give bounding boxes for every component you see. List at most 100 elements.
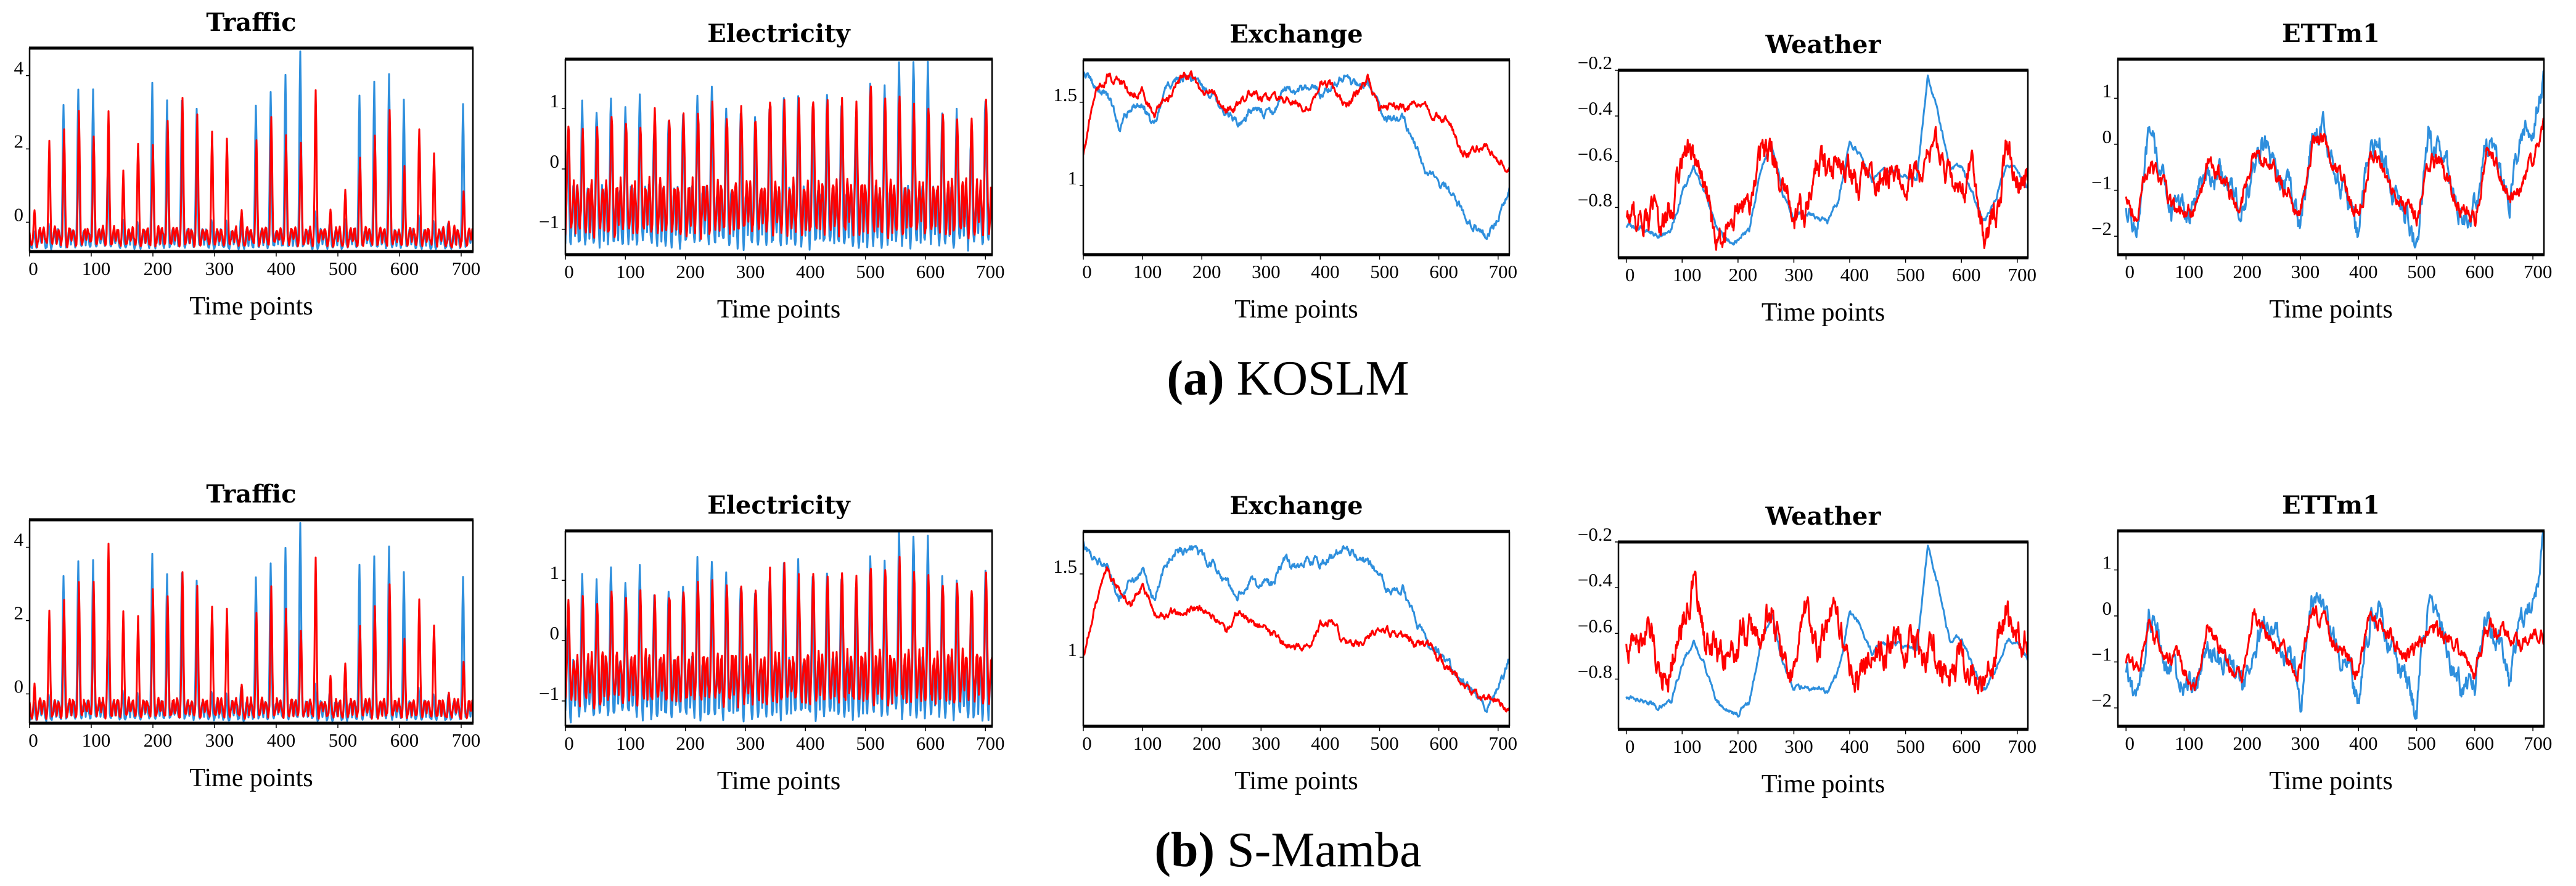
x-tick-label: 600 <box>390 729 419 751</box>
y-tick-label: −1 <box>539 211 559 232</box>
plot-area <box>1083 70 1509 240</box>
y-tick-label: −0.4 <box>1578 569 1613 591</box>
panel-traffic-0: 0 100 200 300 400 500 600 700 0 2 4 Traffic Time poi… <box>14 8 481 321</box>
panel-electricity-1: 0 100 200 300 400 500 600 700 −1 0 1 Electricity Tim… <box>539 491 1005 795</box>
x-tick-label: 200 <box>1192 732 1221 754</box>
y-tick-label: −0.4 <box>1578 97 1613 119</box>
plot-area <box>1083 541 1509 713</box>
x-axis-label: Time points <box>2269 767 2392 795</box>
x-tick-label: 500 <box>1896 264 1925 285</box>
y-tick-label: −0.8 <box>1578 189 1612 210</box>
x-tick-label: 500 <box>1370 261 1399 282</box>
x-tick-label: 100 <box>1133 732 1162 754</box>
x-tick-label: 700 <box>2008 264 2037 285</box>
x-tick-label: 400 <box>1311 261 1340 282</box>
panel-electricity-0: 0 100 200 300 400 500 600 700 −1 0 1 Electricity Tim… <box>539 19 1005 324</box>
y-tick-label: 1 <box>550 562 560 583</box>
x-tick-label: 400 <box>1840 264 1869 285</box>
y-tick-label: 1 <box>1068 167 1078 189</box>
x-tick-label: 500 <box>329 729 358 751</box>
x-tick-label: 700 <box>1488 732 1517 754</box>
x-tick-label: 100 <box>1133 261 1162 282</box>
x-tick-label: 300 <box>205 729 234 751</box>
x-tick-label: 100 <box>616 732 645 754</box>
panel-weather-0: 0 100 200 300 400 500 600 700 −0.8 −0.6 −0.4 −0.2 We… <box>1578 30 2037 327</box>
prediction-line <box>1083 70 1509 173</box>
x-axis-label: Time points <box>1234 767 1358 795</box>
x-tick-label: 200 <box>1729 736 1758 757</box>
prediction-line <box>1626 126 2028 251</box>
x-tick-label: 500 <box>2407 732 2436 754</box>
y-tick-label: −1 <box>2091 644 2112 665</box>
x-tick-label: 500 <box>329 258 358 279</box>
x-tick-label: 600 <box>2466 732 2495 754</box>
x-tick-label: 600 <box>2466 261 2495 282</box>
x-tick-label: 200 <box>144 729 173 751</box>
x-tick-label: 700 <box>452 729 481 751</box>
x-tick-label: 600 <box>1429 732 1458 754</box>
caption-model: S-Mamba <box>1227 823 1422 877</box>
x-tick-label: 300 <box>736 732 765 754</box>
x-tick-label: 400 <box>1311 732 1340 754</box>
x-tick-label: 500 <box>1896 736 1925 757</box>
x-tick-label: 300 <box>1784 736 1813 757</box>
x-tick-label: 700 <box>452 258 481 279</box>
y-tick-label: 4 <box>14 57 24 79</box>
x-tick-label: 0 <box>28 258 38 279</box>
x-tick-label: 600 <box>916 261 945 282</box>
panel-title: Electricity <box>707 491 851 520</box>
x-tick-label: 300 <box>2291 732 2320 754</box>
y-tick-label: 0 <box>2102 597 2112 619</box>
x-axis-label: Time points <box>189 764 313 792</box>
prediction-line <box>2125 605 2544 692</box>
plot-area <box>2125 70 2544 248</box>
x-tick-label: 400 <box>796 732 825 754</box>
prediction-line <box>30 89 473 248</box>
x-tick-label: 700 <box>976 732 1005 754</box>
panel-title: Exchange <box>1229 20 1363 49</box>
caption-gap <box>1224 351 1237 406</box>
y-tick-label: −0.2 <box>1578 52 1612 73</box>
x-axis-label: Time points <box>1234 295 1358 324</box>
panel-weather-1: 0 100 200 300 400 500 600 700 −0.8 −0.6 −0.4 −0.2 We… <box>1578 502 2037 798</box>
x-tick-label: 0 <box>1625 736 1635 757</box>
x-tick-label: 200 <box>676 261 705 282</box>
caption-model: KOSLM <box>1237 351 1409 406</box>
x-tick-label: 0 <box>2125 732 2135 754</box>
x-axis-label: Time points <box>717 767 840 795</box>
x-tick-label: 600 <box>916 732 945 754</box>
prediction-line <box>1083 566 1509 713</box>
x-tick-label: 300 <box>736 261 765 282</box>
x-tick-label: 300 <box>1252 261 1281 282</box>
caption-gap <box>1215 823 1227 877</box>
prediction-line <box>2125 117 2544 227</box>
y-tick-label: −0.2 <box>1578 523 1612 545</box>
x-tick-label: 700 <box>2524 732 2553 754</box>
x-tick-label: 400 <box>1840 736 1869 757</box>
ground-truth-line <box>1083 71 1509 240</box>
x-tick-label: 200 <box>2233 261 2262 282</box>
panel-title: Traffic <box>206 8 296 37</box>
panel-exchange-1: 0 100 200 300 400 500 600 700 1 1.5 Exchange Time p… <box>1053 491 1517 795</box>
panel-title: Weather <box>1765 502 1881 531</box>
plot-area <box>1625 74 2028 251</box>
x-tick-label: 400 <box>796 261 825 282</box>
panel-exchange-0: 0 100 200 300 400 500 600 700 1 1.5 Exchange Time p… <box>1053 20 1517 324</box>
x-tick-label: 0 <box>1082 732 1092 754</box>
x-tick-label: 600 <box>1952 264 1981 285</box>
x-tick-label: 100 <box>82 258 111 279</box>
y-tick-label: 1 <box>1068 639 1078 660</box>
y-tick-label: 0 <box>14 203 24 225</box>
subfigure-caption: (b) S-Mamba <box>1154 823 1421 877</box>
x-tick-label: 0 <box>564 732 574 754</box>
x-tick-label: 500 <box>2407 261 2436 282</box>
panel-title: Traffic <box>206 480 296 509</box>
y-tick-label: −0.6 <box>1578 615 1612 636</box>
caption-label: (a) <box>1167 351 1224 406</box>
x-tick-label: 200 <box>676 732 705 754</box>
x-tick-label: 300 <box>2291 261 2320 282</box>
prediction-line <box>565 85 992 240</box>
plot-area <box>30 522 473 723</box>
x-axis-label: Time points <box>1762 770 1885 798</box>
panel-title: ETTm1 <box>2282 19 2380 48</box>
